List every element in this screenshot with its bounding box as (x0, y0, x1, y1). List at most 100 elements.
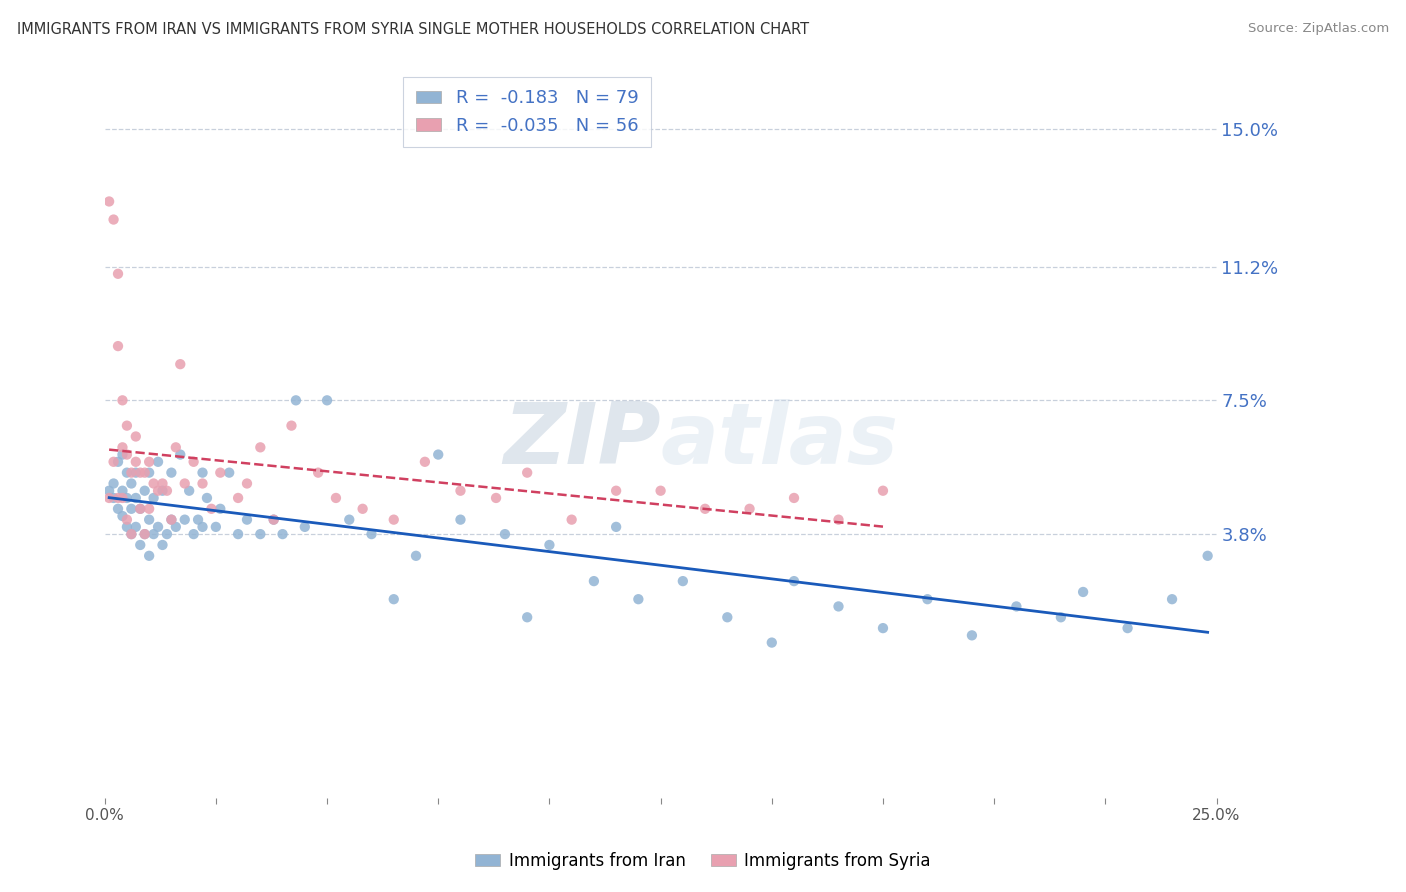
Point (134, 527, 156, 541)
Text: Source: ZipAtlas.com: Source: ZipAtlas.com (1249, 22, 1389, 36)
Point (183, 455, 205, 469)
Point (1116, 621, 1139, 635)
Point (152, 476, 174, 491)
Point (125, 491, 148, 505)
Point (360, 527, 382, 541)
Point (120, 501, 142, 516)
Point (125, 455, 148, 469)
Point (111, 491, 134, 505)
Point (1005, 599, 1028, 614)
Point (352, 501, 374, 516)
Point (316, 393, 339, 408)
Text: IMMIGRANTS FROM IRAN VS IMMIGRANTS FROM SYRIA SINGLE MOTHER HOUSEHOLDS CORRELATI: IMMIGRANTS FROM IRAN VS IMMIGRANTS FROM … (17, 22, 808, 37)
Point (125, 520, 148, 534)
Point (1197, 549, 1219, 563)
Point (111, 440, 134, 454)
Point (173, 476, 195, 491)
Point (165, 440, 187, 454)
Point (485, 491, 508, 505)
Point (138, 466, 160, 480)
Point (783, 574, 806, 588)
Legend: Immigrants from Iran, Immigrants from Syria: Immigrants from Iran, Immigrants from Sy… (468, 846, 938, 877)
Point (152, 538, 174, 552)
Point (98, 491, 121, 505)
Text: atlas: atlas (661, 399, 898, 482)
Point (605, 520, 627, 534)
Point (146, 483, 169, 498)
Point (156, 483, 179, 498)
Point (413, 455, 436, 469)
Y-axis label: Single Mother Households: Single Mother Households (0, 340, 7, 540)
Point (960, 628, 983, 642)
Point (872, 483, 894, 498)
Point (142, 476, 165, 491)
Point (120, 527, 142, 541)
Point (115, 466, 138, 480)
Point (115, 513, 138, 527)
Point (516, 466, 538, 480)
Point (561, 513, 583, 527)
Point (115, 448, 138, 462)
Point (693, 501, 716, 516)
Point (195, 491, 218, 505)
Point (263, 513, 285, 527)
Point (872, 621, 894, 635)
Text: ZIP: ZIP (503, 399, 661, 482)
Point (173, 513, 195, 527)
Point (605, 483, 627, 498)
Point (138, 513, 160, 527)
Point (236, 476, 259, 491)
Point (516, 610, 538, 624)
Point (738, 501, 761, 516)
Point (1071, 585, 1094, 599)
Point (98, 483, 121, 498)
Point (107, 491, 129, 505)
Point (280, 418, 302, 433)
Point (405, 549, 427, 563)
Point (129, 501, 152, 516)
Point (191, 520, 214, 534)
Point (107, 339, 129, 353)
Point (120, 476, 142, 491)
Point (160, 466, 183, 480)
Point (179, 483, 201, 498)
Point (191, 476, 214, 491)
Point (115, 491, 138, 505)
Point (120, 466, 142, 480)
Point (1050, 610, 1073, 624)
Point (271, 527, 294, 541)
Point (134, 527, 156, 541)
Point (226, 491, 249, 505)
Point (146, 520, 169, 534)
Point (125, 429, 148, 443)
Point (226, 527, 249, 541)
Point (134, 466, 156, 480)
Point (827, 513, 849, 527)
Point (103, 476, 125, 491)
Point (103, 212, 125, 227)
Point (111, 393, 134, 408)
Point (103, 491, 125, 505)
Point (98, 194, 121, 209)
Point (146, 455, 169, 469)
Point (294, 520, 316, 534)
Point (187, 513, 209, 527)
Point (761, 635, 783, 649)
Point (236, 513, 259, 527)
Point (183, 527, 205, 541)
Point (427, 448, 450, 462)
Point (125, 466, 148, 480)
Point (142, 491, 165, 505)
Point (450, 483, 472, 498)
Point (917, 592, 939, 607)
Point (582, 574, 605, 588)
Point (120, 527, 142, 541)
Point (138, 455, 160, 469)
Point (107, 267, 129, 281)
Point (134, 483, 156, 498)
Point (142, 527, 165, 541)
Point (827, 599, 849, 614)
Point (152, 483, 174, 498)
Point (1161, 592, 1184, 607)
Point (200, 501, 222, 516)
